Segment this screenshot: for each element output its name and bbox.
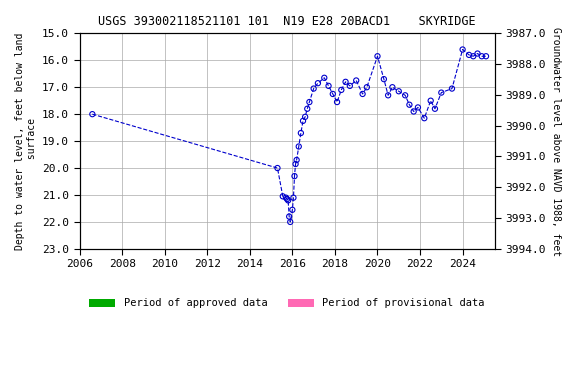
Bar [276, 249, 458, 254]
Point [379, 76, 388, 82]
Point [358, 91, 367, 97]
Bar [460, 249, 488, 254]
Point [341, 79, 350, 85]
Title: USGS 393002118521101 101  N19 E28 20BACD1    SKYRIDGE: USGS 393002118521101 101 N19 E28 20BACD1… [98, 15, 476, 28]
Point [337, 87, 346, 93]
Point [394, 88, 403, 94]
Point [301, 114, 310, 120]
Point [283, 197, 293, 204]
Point [362, 84, 372, 90]
Point [420, 115, 429, 121]
Point [302, 106, 312, 112]
Point [285, 214, 294, 220]
Y-axis label: Groundwater level above NAVD 1988, feet: Groundwater level above NAVD 1988, feet [551, 26, 561, 256]
Point [290, 173, 299, 179]
Point [351, 78, 361, 84]
Point [437, 89, 446, 96]
Point [291, 161, 300, 167]
Point [430, 106, 439, 112]
Point [288, 207, 297, 213]
Point [388, 84, 397, 90]
Point [448, 86, 457, 92]
Point [294, 143, 304, 149]
Point [400, 92, 410, 98]
Point [464, 52, 473, 58]
Point [458, 46, 467, 53]
Point [286, 219, 295, 225]
Point [305, 99, 314, 105]
Point [282, 196, 291, 202]
Legend: Period of approved data, Period of provisional data: Period of approved data, Period of provi… [85, 294, 489, 313]
Point [345, 83, 354, 89]
Y-axis label: Depth to water level, feet below land
 surface: Depth to water level, feet below land su… [15, 32, 37, 250]
Point [296, 130, 305, 136]
Point [426, 98, 435, 104]
Point [324, 83, 333, 89]
Point [384, 92, 393, 98]
Point [278, 193, 287, 199]
Point [405, 102, 414, 108]
Point [469, 53, 478, 59]
Point [409, 108, 418, 114]
Point [482, 53, 491, 59]
Point [320, 75, 329, 81]
Point [309, 86, 319, 92]
Point [282, 195, 291, 201]
Point [477, 53, 486, 59]
Point [332, 99, 342, 105]
Point [289, 195, 298, 201]
Point [298, 118, 308, 124]
Point [273, 165, 282, 171]
Point [473, 50, 482, 56]
Point [292, 157, 301, 163]
Bar [90, 249, 92, 254]
Point [328, 91, 338, 97]
Point [88, 111, 97, 117]
Point [313, 80, 323, 86]
Point [414, 104, 423, 111]
Point [373, 53, 382, 59]
